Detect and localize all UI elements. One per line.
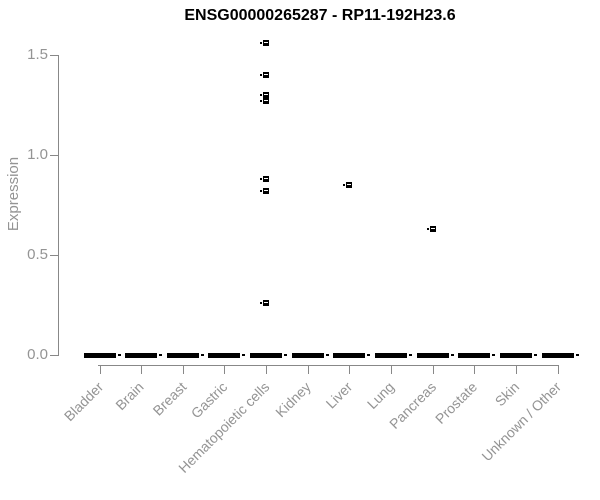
x-tick bbox=[391, 365, 392, 374]
collapsed-box bbox=[542, 353, 574, 358]
x-tick bbox=[224, 365, 225, 374]
x-tick bbox=[558, 365, 559, 374]
collapsed-box-cap bbox=[451, 354, 454, 356]
collapsed-box bbox=[125, 353, 157, 358]
collapsed-box-cap bbox=[409, 354, 412, 356]
outlier-point bbox=[263, 176, 269, 182]
collapsed-box bbox=[458, 353, 490, 358]
x-tick bbox=[433, 365, 434, 374]
x-tick bbox=[308, 365, 309, 374]
outlier-point-cap bbox=[427, 228, 429, 230]
outlier-point-cap bbox=[260, 94, 262, 96]
outlier-point bbox=[346, 182, 352, 188]
outlier-point bbox=[263, 92, 269, 98]
outlier-point bbox=[263, 300, 269, 306]
collapsed-box-cap bbox=[201, 354, 204, 356]
outlier-point bbox=[430, 226, 436, 232]
collapsed-box bbox=[333, 353, 365, 358]
y-tick bbox=[50, 155, 58, 156]
outlier-point-cap bbox=[343, 184, 345, 186]
x-tick-label: Bladder bbox=[60, 378, 106, 425]
outlier-point bbox=[263, 72, 269, 78]
collapsed-box-cap bbox=[492, 354, 495, 356]
x-tick-label: Unknown / Other bbox=[478, 378, 564, 465]
collapsed-box bbox=[167, 353, 199, 358]
outlier-point-slit bbox=[431, 228, 435, 229]
collapsed-box-cap bbox=[284, 354, 287, 356]
x-tick-label: Brain bbox=[112, 378, 147, 414]
x-tick-label: Skin bbox=[491, 378, 522, 410]
y-tick bbox=[50, 255, 58, 256]
outlier-point-slit bbox=[264, 190, 268, 191]
x-tick bbox=[100, 365, 101, 374]
outlier-point-slit bbox=[264, 100, 268, 101]
x-tick bbox=[349, 365, 350, 374]
outlier-point-slit bbox=[347, 184, 351, 185]
collapsed-box-cap bbox=[118, 354, 121, 356]
outlier-point-cap bbox=[260, 190, 262, 192]
y-tick bbox=[50, 55, 58, 56]
collapsed-box-cap bbox=[534, 354, 537, 356]
collapsed-box-cap bbox=[367, 354, 370, 356]
outlier-point-slit bbox=[264, 42, 268, 43]
outlier-point-slit bbox=[264, 302, 268, 303]
chart-title: ENSG00000265287 - RP11-192H23.6 bbox=[184, 7, 456, 24]
outlier-point bbox=[263, 40, 269, 46]
x-tick bbox=[266, 365, 267, 374]
collapsed-box-cap bbox=[242, 354, 245, 356]
y-tick bbox=[50, 355, 58, 356]
y-tick-label: 0.5 bbox=[27, 246, 48, 263]
y-tick-label: 1.0 bbox=[27, 146, 48, 163]
x-tick-label: Kidney bbox=[272, 378, 314, 421]
x-tick-label: Breast bbox=[149, 378, 189, 419]
x-tick bbox=[141, 365, 142, 374]
collapsed-box-cap bbox=[326, 354, 329, 356]
outlier-point-slit bbox=[264, 178, 268, 179]
outlier-point bbox=[263, 98, 269, 104]
collapsed-box bbox=[208, 353, 240, 358]
collapsed-box-cap bbox=[159, 354, 162, 356]
collapsed-box-cap bbox=[576, 354, 579, 356]
outlier-point-cap bbox=[260, 74, 262, 76]
x-tick-label: Prostate bbox=[431, 378, 480, 427]
x-tick-label: Lung bbox=[363, 378, 397, 413]
x-axis-line bbox=[98, 365, 559, 366]
y-axis-line bbox=[58, 55, 59, 356]
x-tick bbox=[474, 365, 475, 374]
collapsed-box bbox=[250, 353, 282, 358]
outlier-point-cap bbox=[260, 178, 262, 180]
collapsed-box bbox=[417, 353, 449, 358]
collapsed-box bbox=[84, 353, 116, 358]
collapsed-box bbox=[375, 353, 407, 358]
y-tick-label: 1.5 bbox=[27, 46, 48, 63]
collapsed-box bbox=[292, 353, 324, 358]
outlier-point-cap bbox=[260, 42, 262, 44]
outlier-point-slit bbox=[264, 94, 268, 95]
outlier-point bbox=[263, 188, 269, 194]
x-tick bbox=[516, 365, 517, 374]
outlier-point-cap bbox=[260, 100, 262, 102]
outlier-point-cap bbox=[260, 302, 262, 304]
collapsed-box bbox=[500, 353, 532, 358]
x-tick bbox=[183, 365, 184, 374]
outlier-point-slit bbox=[264, 74, 268, 75]
x-tick-label: Liver bbox=[322, 378, 355, 412]
y-tick-label: 0.0 bbox=[27, 346, 48, 363]
